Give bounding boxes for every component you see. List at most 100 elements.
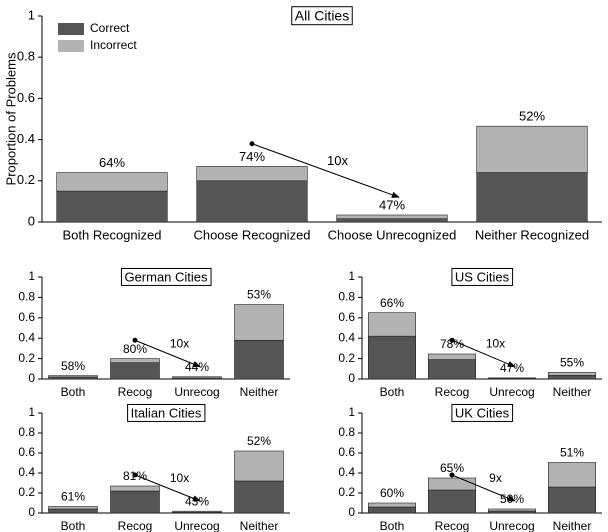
x-tick-label: Recog	[118, 385, 153, 399]
arrow	[451, 339, 516, 368]
bar-label: 52%	[247, 434, 271, 448]
bar-segment	[56, 190, 168, 223]
title-box	[120, 267, 212, 286]
y-tick-label: 0.6	[17, 90, 35, 105]
legend-label: Correct	[90, 21, 130, 35]
bar-segment	[367, 506, 416, 514]
y-tick-label: 1	[28, 7, 35, 22]
arrow	[134, 339, 201, 368]
y-tick-label: 0.2	[338, 485, 355, 499]
bar-segment	[547, 462, 596, 488]
y-tick-label: 0.8	[18, 290, 35, 304]
x-tick-label: Unrecog	[174, 385, 219, 399]
arrow-label: 10x	[486, 337, 505, 351]
bar-label: 74%	[239, 149, 265, 164]
y-tick-label: 0	[348, 505, 355, 519]
bar-label: 65%	[440, 461, 464, 475]
bar-label: 51%	[560, 446, 584, 460]
bar-segment	[234, 480, 284, 514]
title-box	[291, 6, 353, 26]
title-box	[451, 403, 514, 422]
bar-segment	[427, 489, 476, 514]
legend-label: Incorrect	[90, 38, 137, 52]
subplot-title: Italian Cities	[131, 405, 202, 420]
y-tick-label: 1	[348, 269, 355, 283]
bar-label: 66%	[380, 296, 404, 310]
bar-segment	[547, 372, 596, 376]
bar-segment	[110, 485, 160, 492]
bar-segment	[234, 450, 284, 482]
y-tick-label: 0.2	[18, 485, 35, 499]
y-tick-label: 0.4	[17, 131, 35, 146]
x-tick-label: Both	[380, 519, 405, 532]
bar-segment	[172, 510, 222, 513]
bar-segment	[336, 214, 448, 220]
bar-segment	[476, 172, 588, 223]
y-tick-label: 0.4	[18, 330, 35, 344]
y-tick-label: 0.6	[18, 445, 35, 459]
bar-segment	[172, 376, 222, 379]
y-tick-label: 0.2	[18, 351, 35, 365]
bar-segment	[110, 358, 160, 363]
bar-label: 58%	[61, 359, 85, 373]
y-tick-label: 0	[28, 371, 35, 385]
y-tick-label: 0	[28, 213, 35, 228]
y-tick-label: 0.8	[338, 425, 355, 439]
bar-label: 47%	[500, 361, 524, 375]
bar-segment	[196, 180, 308, 223]
bar-label: 80%	[123, 342, 147, 356]
y-tick-label: 0.4	[338, 465, 355, 479]
x-tick-label: Recog	[118, 519, 153, 532]
x-tick-label: Both Recognized	[62, 227, 161, 242]
title-box	[451, 267, 514, 286]
bar-segment	[367, 312, 416, 337]
y-tick-label: 1	[28, 405, 35, 419]
y-tick-label: 1	[28, 269, 35, 283]
arrow	[134, 474, 201, 502]
bar-label: 55%	[560, 356, 584, 370]
arrow-label: 10x	[170, 471, 189, 485]
bar-label: 53%	[247, 288, 271, 302]
bar-label: 78%	[440, 337, 464, 351]
bar-segment	[487, 508, 536, 512]
bar-segment	[547, 486, 596, 514]
bar-label: 60%	[380, 486, 404, 500]
y-tick-label: 0.4	[18, 465, 35, 479]
bar-segment	[110, 362, 160, 380]
legend-swatch	[58, 40, 84, 52]
x-tick-label: Both	[380, 385, 405, 399]
x-tick-label: Unrecog	[489, 519, 534, 532]
bar-label: 61%	[61, 490, 85, 504]
legend-swatch	[58, 23, 84, 35]
arrow-label: 10x	[327, 153, 348, 168]
y-tick-label: 0.2	[338, 351, 355, 365]
x-tick-label: Unrecog	[174, 519, 219, 532]
subplot-title: UK Cities	[455, 405, 510, 420]
x-tick-label: Neither	[553, 385, 592, 399]
bar-segment	[367, 502, 416, 508]
y-tick-label: 0.6	[338, 445, 355, 459]
subplot-title: All Cities	[295, 8, 349, 24]
arrow-label: 9x	[489, 471, 502, 485]
y-tick-label: 1	[348, 405, 355, 419]
y-tick-label: 0.8	[17, 49, 35, 64]
y-tick-label: 0	[28, 505, 35, 519]
y-tick-label: 0.8	[338, 290, 355, 304]
arrow	[251, 143, 400, 198]
bar-label: 52%	[519, 109, 545, 124]
bar-segment	[196, 166, 308, 182]
y-tick-label: 0.8	[18, 425, 35, 439]
bar-segment	[56, 172, 168, 192]
bar-segment	[48, 375, 98, 378]
bar-segment	[487, 377, 536, 379]
arrow	[451, 474, 516, 502]
subplot-title: German Cities	[124, 269, 208, 284]
bar-label: 47%	[379, 197, 405, 212]
bar-segment	[234, 304, 284, 341]
x-tick-label: Unrecog	[489, 385, 534, 399]
bar-label: 64%	[99, 155, 125, 170]
bar-segment	[48, 508, 98, 514]
x-tick-label: Neither	[240, 385, 279, 399]
y-tick-label: 0.4	[338, 330, 355, 344]
